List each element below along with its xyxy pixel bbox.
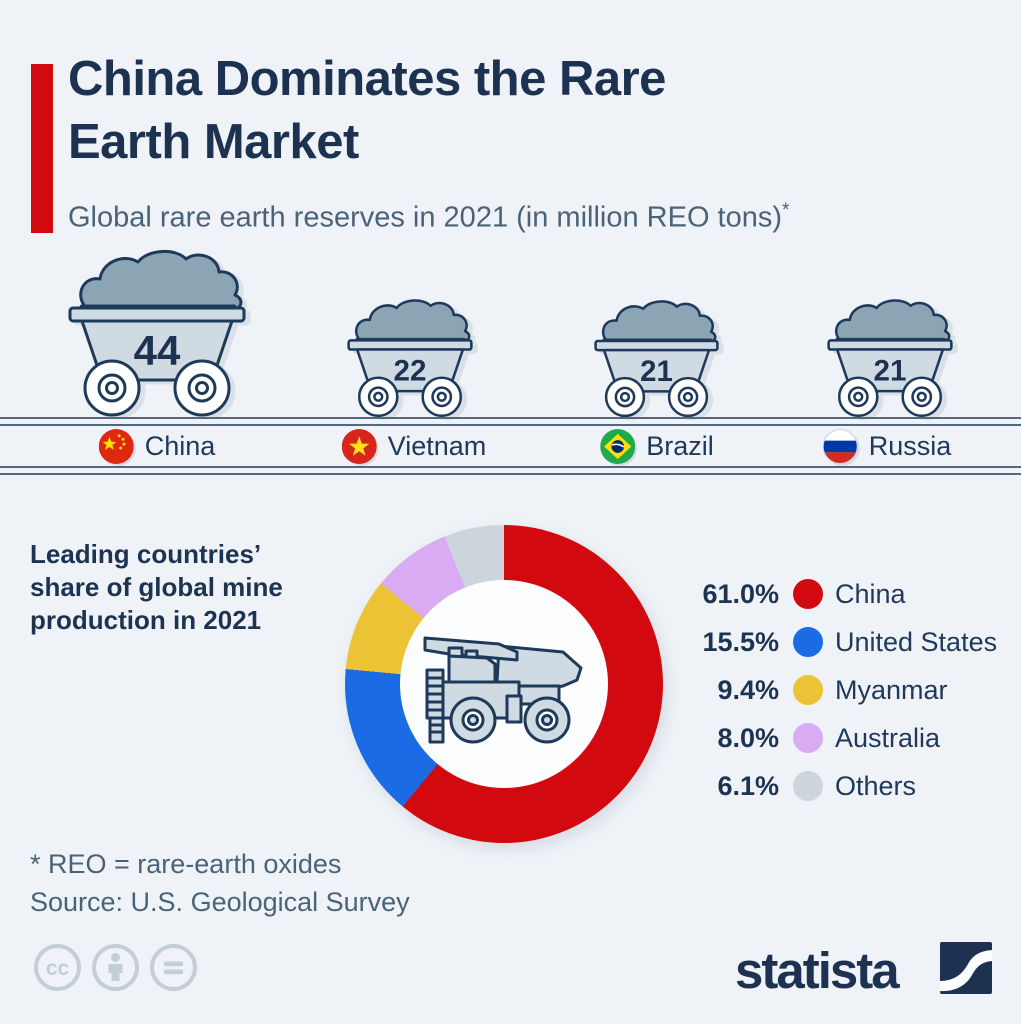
- country-name: China: [144, 431, 216, 461]
- rail-line: [0, 466, 1021, 468]
- cart-value-russia: 21: [874, 355, 907, 388]
- statista-logo-mark: [940, 942, 992, 994]
- legend-color-dot: [793, 723, 823, 753]
- page-title: China Dominates the Rare Earth Market: [68, 52, 666, 169]
- attribution-person-icon: [92, 944, 139, 991]
- footnote-block: * REO = rare-earth oxides Source: U.S. G…: [30, 845, 410, 921]
- country-name: Russia: [868, 431, 952, 461]
- legend-color-dot: [793, 579, 823, 609]
- legend-color-dot: [793, 771, 823, 801]
- chart-subtitle: Global rare earth reserves in 2021 (in m…: [68, 200, 789, 235]
- footnote-text: * REO = rare-earth oxides: [30, 849, 342, 879]
- legend-label: Others: [835, 770, 917, 801]
- mine-cart-russia: 21: [827, 299, 953, 418]
- rail-line: [0, 473, 1021, 475]
- equals-icon: [150, 944, 197, 991]
- legend-label: Australia: [835, 722, 941, 753]
- china-flag-icon: [98, 429, 134, 464]
- country-label-russia: Russia: [822, 429, 952, 464]
- legend-percent: 61.0%: [702, 578, 779, 609]
- rail-line: [0, 417, 1021, 419]
- legend-label: China: [835, 578, 906, 609]
- legend-label: United States: [835, 626, 998, 657]
- legend-label: Myanmar: [835, 674, 948, 705]
- license-icons: cc: [32, 942, 199, 993]
- legend-percent: 15.5%: [702, 626, 779, 657]
- cart-value-china: 44: [134, 327, 181, 374]
- legend-percent: 9.4%: [717, 674, 779, 705]
- mine-cart-brazil: 21: [594, 300, 719, 418]
- legend-percent: 8.0%: [717, 722, 779, 753]
- mine-cart-china: 44: [68, 250, 246, 417]
- country-label-brazil: Brazil: [600, 429, 714, 464]
- cart-value-vietnam: 22: [394, 355, 427, 388]
- legend-row-australia: 8.0% Australia: [695, 714, 997, 762]
- footnote-marker: *: [782, 200, 790, 221]
- legend-row-united-states: 15.5% United States: [695, 618, 997, 666]
- mine-cart-vietnam: 22: [347, 299, 473, 418]
- donut-legend: 61.0% China 15.5% United States 9.4% Mya…: [695, 570, 997, 810]
- source-text: Source: U.S. Geological Survey: [30, 887, 410, 917]
- legend-color-dot: [793, 675, 823, 705]
- legend-color-dot: [793, 627, 823, 657]
- legend-row-others: 6.1% Others: [695, 762, 997, 810]
- donut-hole: [400, 580, 608, 788]
- legend-row-china: 61.0% China: [695, 570, 997, 618]
- country-name: Brazil: [646, 431, 714, 461]
- donut-chart: [345, 525, 663, 843]
- country-name: Vietnam: [387, 431, 487, 461]
- country-label-china: China: [98, 429, 216, 464]
- country-label-vietnam: Vietnam: [341, 429, 487, 464]
- statista-logo-text: statista: [735, 942, 900, 999]
- cart-value-brazil: 21: [640, 355, 673, 388]
- russia-flag-icon: [822, 429, 858, 464]
- subtitle-text: Global rare earth reserves in 2021 (in m…: [68, 201, 783, 234]
- legend-row-myanmar: 9.4% Myanmar: [695, 666, 997, 714]
- svg-text:cc: cc: [46, 957, 70, 980]
- brazil-flag-icon: [600, 429, 636, 464]
- dump-truck-icon: [423, 636, 583, 744]
- cc-icon: cc: [34, 944, 81, 991]
- production-chart-label: Leading countries’ share of global mine …: [30, 539, 283, 635]
- legend-percent: 6.1%: [717, 770, 779, 801]
- vietnam-flag-icon: [341, 429, 377, 464]
- rail-line: [0, 424, 1021, 426]
- title-accent-bar: [31, 64, 53, 233]
